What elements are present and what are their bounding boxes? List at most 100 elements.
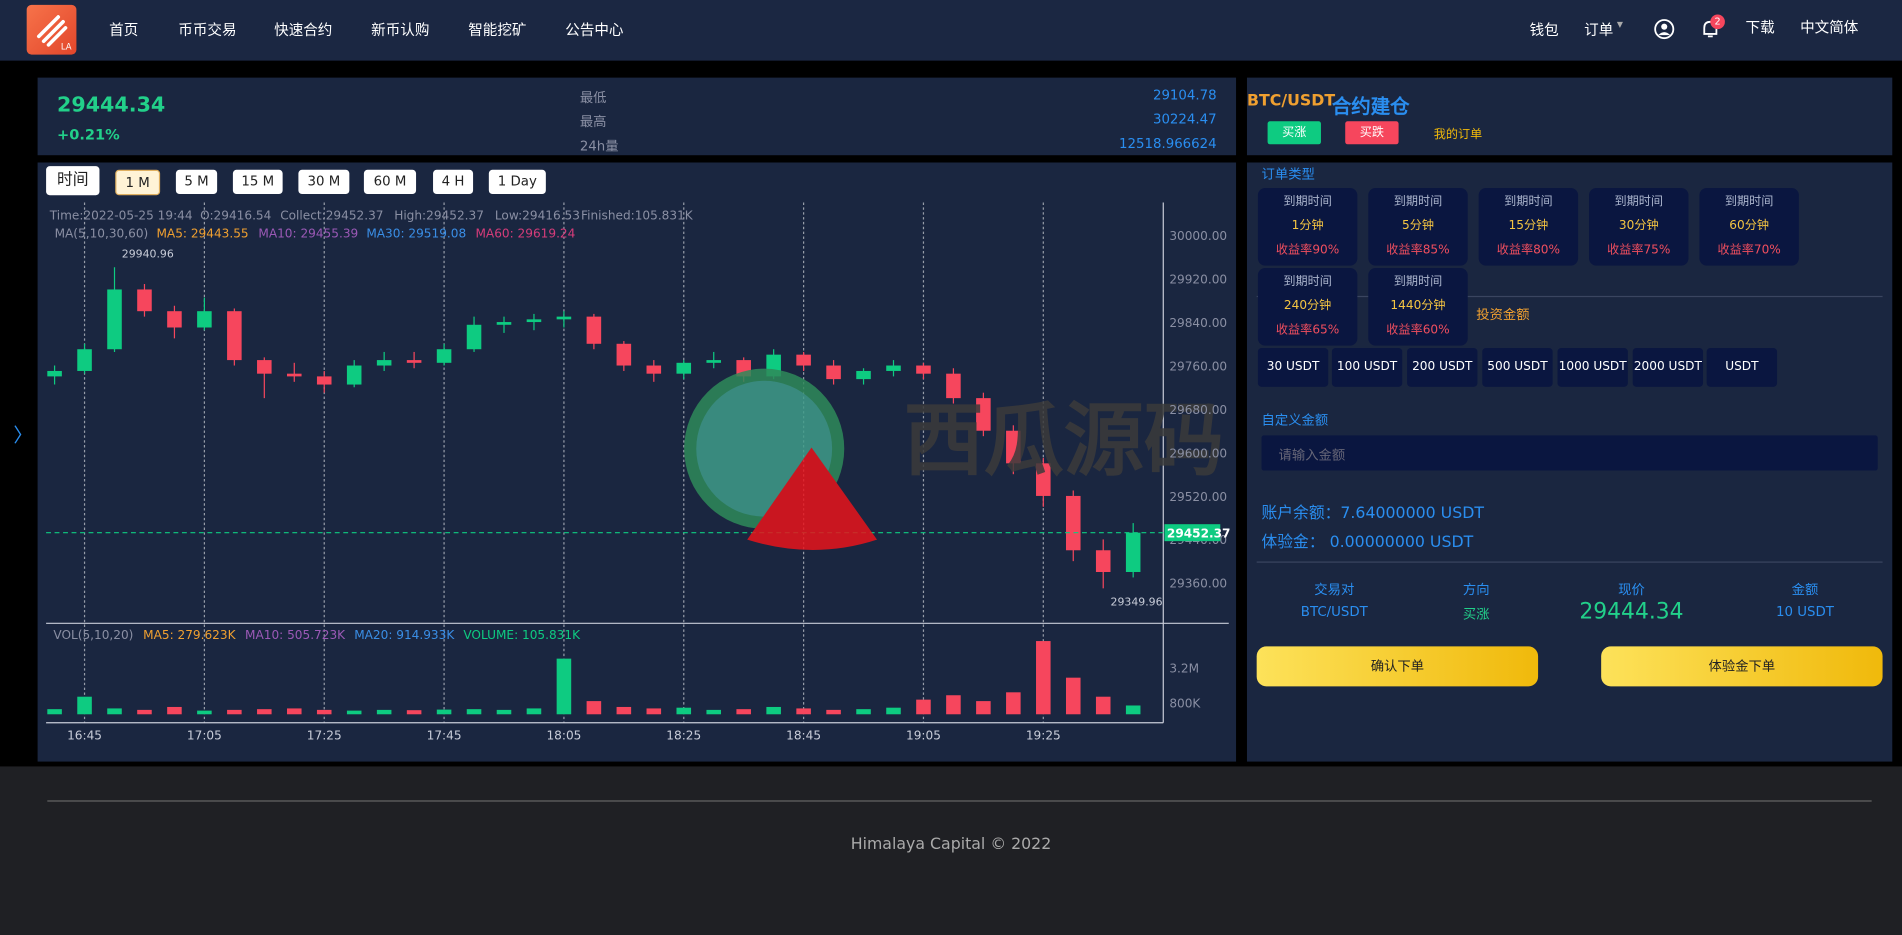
low-marker: 29349.96	[1111, 595, 1163, 608]
x-tick-label: 18:25	[666, 729, 701, 743]
x-tick-label: 17:45	[427, 729, 462, 743]
candle-body	[137, 289, 152, 312]
interval-button[interactable]: 5 M	[175, 169, 218, 195]
interval-button[interactable]: 30 M	[298, 169, 350, 195]
order-type-card[interactable]: 到期时间 1440分钟 收益率60%	[1368, 268, 1468, 346]
y-tick-label: 30000.00	[1169, 229, 1227, 243]
nav-item[interactable]: 首页	[109, 21, 139, 39]
order-type-label: 订单类型	[1261, 166, 1315, 182]
custom-amount-label: 自定义金额	[1261, 412, 1329, 429]
x-tick-label: 18:45	[786, 729, 821, 743]
buy-down-tab[interactable]: 买跌	[1345, 121, 1399, 145]
trade-title: 合约建仓	[1331, 94, 1410, 118]
order-type-card[interactable]: 到期时间 5分钟 收益率85%	[1368, 187, 1468, 266]
logo[interactable]: LA	[26, 4, 77, 55]
volume-legend: MA10: 505.723K	[245, 628, 346, 642]
volume-bar	[556, 658, 572, 715]
chart: 西瓜源码 30000.00 29920.00 29840.00 29760.00 296…	[46, 202, 1231, 743]
stat-value: 29104.78	[1152, 87, 1217, 104]
amount-button[interactable]: 100 USDT	[1331, 348, 1403, 387]
volume-bar	[886, 707, 901, 715]
amount-button[interactable]: 200 USDT	[1407, 348, 1478, 387]
card-rate: 收益率60%	[1386, 323, 1450, 338]
order-type-card[interactable]: 到期时间 240分钟 收益率65%	[1257, 268, 1358, 346]
nav-item[interactable]: 新币认购	[371, 21, 430, 39]
info-legend: Finished:105.831K	[581, 209, 694, 223]
candle-body	[1095, 550, 1111, 573]
stat-value: 12518.966624	[1119, 135, 1217, 152]
card-duration: 1分钟	[1291, 219, 1324, 233]
candle-body	[946, 373, 961, 399]
candle-body	[976, 398, 991, 431]
order-type-card[interactable]: 到期时间 1分钟 收益率90%	[1257, 187, 1358, 266]
info-legend: Low:29416.53	[495, 209, 580, 223]
interval-button[interactable]: 1 Day	[488, 169, 546, 195]
language-link[interactable]: 中文简体	[1800, 19, 1859, 37]
ma-legend: MA5: 29443.55	[156, 227, 248, 241]
user-icon[interactable]	[1653, 18, 1675, 40]
nav-item[interactable]: 智能挖矿	[468, 21, 527, 39]
volume-bar	[1065, 677, 1081, 715]
balance: 账户余额：7.64000000 USDT	[1261, 504, 1485, 523]
divider	[1256, 295, 1883, 298]
amount-button[interactable]: 1000 USDT	[1557, 348, 1628, 387]
interval-button[interactable]: 1 M	[115, 169, 161, 196]
card-duration: 5分钟	[1402, 219, 1434, 233]
side-toggle[interactable]: 〉	[13, 423, 33, 447]
volume-bar	[107, 708, 122, 715]
order-type-card[interactable]: 到期时间 60分钟 收益率70%	[1699, 187, 1799, 266]
card-duration: 1440分钟	[1390, 299, 1446, 313]
card-duration: 240分钟	[1283, 299, 1332, 313]
volume-legend: VOL(5,10,20)	[53, 628, 133, 642]
candle-body	[1006, 430, 1021, 464]
volume-tick-label: 800K	[1169, 696, 1201, 710]
volume-legend: MA20: 914.933K	[354, 628, 455, 642]
y-tick-label: 29920.00	[1169, 272, 1227, 286]
download-link[interactable]: 下载	[1745, 19, 1775, 37]
candle-body	[556, 316, 572, 320]
order-type-card[interactable]: 到期时间 30分钟 收益率75%	[1589, 187, 1689, 266]
stat-value: 30224.47	[1152, 111, 1217, 128]
volume-bar	[1095, 696, 1111, 715]
volume-bar	[197, 710, 212, 715]
order-type-card[interactable]: 到期时间 15分钟 收益率80%	[1478, 187, 1579, 266]
amount-button[interactable]: USDT	[1706, 348, 1778, 387]
amount-label: 投资金额	[1476, 306, 1530, 323]
header	[0, 0, 1902, 61]
orders-link[interactable]: 订单	[1584, 21, 1614, 39]
volume-bar	[286, 708, 302, 715]
divider	[1256, 561, 1883, 563]
custom-amount-input[interactable]: 请输入金额	[1261, 435, 1878, 471]
trial-order-button[interactable]: 体验金下单	[1601, 646, 1883, 687]
wallet-link[interactable]: 钱包	[1529, 21, 1559, 39]
amount-button[interactable]: 500 USDT	[1482, 348, 1553, 387]
watermark-text: 西瓜源码	[904, 394, 1224, 487]
candle-body	[1036, 463, 1051, 496]
amount-button[interactable]: 2000 USDT	[1632, 348, 1704, 387]
interval-button[interactable]: 4 H	[433, 169, 474, 195]
buy-up-tab[interactable]: 买涨	[1267, 121, 1321, 145]
input-placeholder: 请输入金额	[1278, 447, 1346, 464]
card-label: 到期时间	[1283, 195, 1332, 209]
candle-body	[286, 373, 302, 377]
nav-item[interactable]: 快速合约	[274, 21, 333, 39]
ticker-change: +0.21%	[57, 126, 120, 144]
volume-bar	[796, 708, 811, 715]
ma-legend: MA30: 29519.08	[366, 227, 466, 241]
summary-header: 金额	[1791, 582, 1819, 598]
interval-button[interactable]: 15 M	[232, 169, 283, 195]
interval-button[interactable]: 60 M	[363, 169, 417, 195]
nav-item[interactable]: 公告中心	[565, 21, 624, 39]
confirm-button[interactable]: 确认下单	[1256, 646, 1539, 687]
amount-button[interactable]: 30 USDT	[1257, 348, 1329, 387]
footer-text: Himalaya Capital © 2022	[850, 835, 1052, 854]
interval-button[interactable]: 时间	[46, 166, 100, 196]
my-orders-link[interactable]: 我的订单	[1433, 128, 1483, 142]
ticker-panel	[37, 77, 1237, 156]
volume-bar	[77, 696, 92, 715]
nav-item[interactable]: 币币交易	[178, 21, 237, 39]
volume-bar	[316, 709, 332, 715]
x-tick-label: 19:05	[906, 729, 941, 743]
